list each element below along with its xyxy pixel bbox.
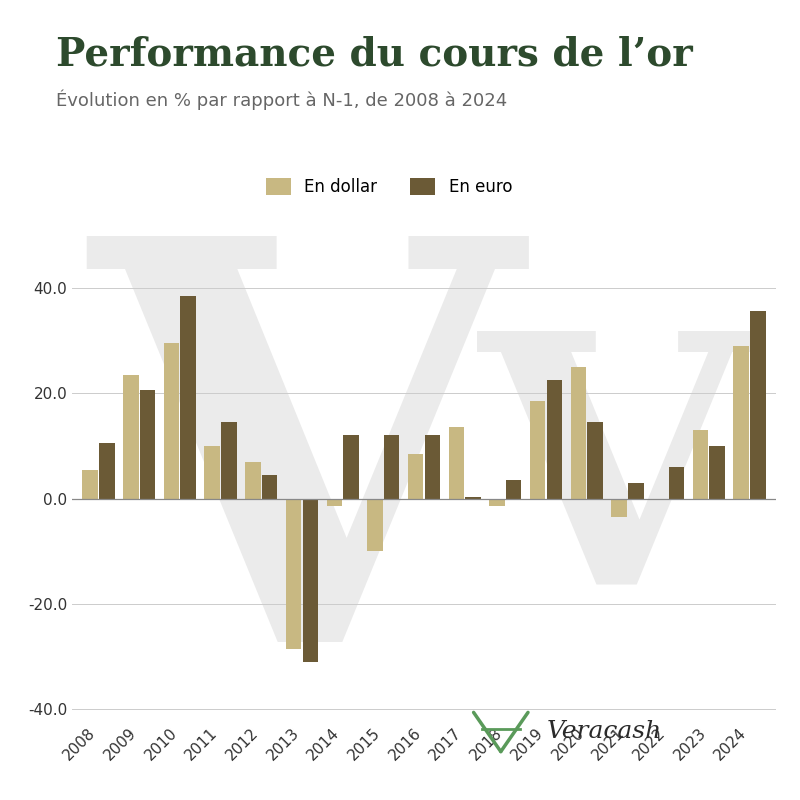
Bar bbox=[245, 462, 261, 498]
Text: Performance du cours de l’or: Performance du cours de l’or bbox=[56, 36, 693, 74]
Bar bbox=[99, 443, 114, 498]
Bar bbox=[611, 498, 627, 517]
Text: Évolution en % par rapport à N-1, de 2008 à 2024: Évolution en % par rapport à N-1, de 200… bbox=[56, 90, 507, 110]
Bar bbox=[628, 482, 643, 498]
Bar bbox=[326, 498, 342, 506]
Bar bbox=[221, 422, 237, 498]
Bar bbox=[408, 454, 423, 498]
Text: V: V bbox=[89, 218, 520, 758]
Bar bbox=[530, 401, 546, 498]
Bar bbox=[82, 470, 98, 498]
Bar bbox=[710, 446, 725, 498]
Bar bbox=[384, 435, 399, 498]
Bar bbox=[449, 427, 464, 498]
Bar bbox=[140, 390, 155, 498]
Text: Veracash: Veracash bbox=[547, 721, 662, 743]
Bar bbox=[425, 435, 440, 498]
Bar bbox=[652, 498, 667, 500]
Bar bbox=[693, 430, 708, 498]
Text: V: V bbox=[479, 320, 749, 656]
Bar bbox=[750, 311, 766, 498]
Bar bbox=[570, 366, 586, 498]
Legend: En dollar, En euro: En dollar, En euro bbox=[259, 171, 518, 203]
Bar bbox=[343, 435, 358, 498]
Bar bbox=[546, 380, 562, 498]
Bar bbox=[164, 343, 179, 498]
Bar bbox=[302, 498, 318, 662]
Bar bbox=[367, 498, 382, 551]
Bar bbox=[181, 295, 196, 498]
Bar bbox=[490, 498, 505, 506]
Bar bbox=[123, 374, 138, 498]
Bar bbox=[286, 498, 302, 649]
Bar bbox=[205, 446, 220, 498]
Bar bbox=[587, 422, 603, 498]
Bar bbox=[262, 475, 278, 498]
Bar bbox=[506, 480, 522, 498]
Bar bbox=[669, 467, 684, 498]
Bar bbox=[734, 346, 749, 498]
